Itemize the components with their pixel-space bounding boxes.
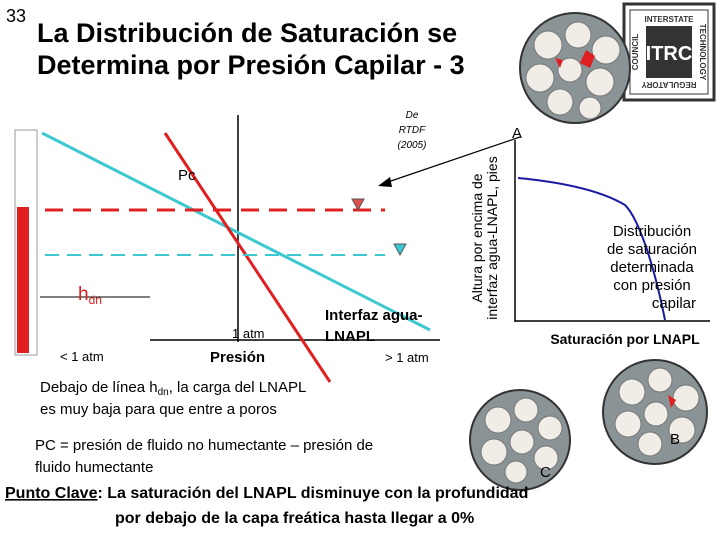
slide-number: 33 (6, 6, 26, 26)
caption: Debajo de línea hdn, la carga del LNAPL (40, 379, 306, 398)
pressure-label: < 1 atm (60, 349, 104, 364)
logo-text: ITRC (646, 43, 693, 65)
x-axis-label: Saturación por LNAPL (550, 331, 700, 347)
arrowhead (378, 177, 392, 187)
title: La Distribución de Saturación se (37, 18, 457, 48)
pore-circle-b (602, 359, 708, 465)
x-axis-label: Presión (210, 349, 265, 366)
right-chart: Altura por encima de interfaz agua-LNAPL… (469, 125, 710, 481)
y-axis-label: Altura por encima de (469, 173, 485, 302)
pore-circle-c (469, 389, 571, 491)
title: Determina por Presión Capilar - 3 (37, 50, 465, 80)
lnapl-column (17, 207, 29, 353)
key-point: por debajo de la capa freática hasta lle… (115, 510, 474, 527)
curve-label: capilar (652, 295, 696, 312)
curve-label: de saturación (607, 241, 697, 258)
curve-label: con presión (613, 277, 691, 294)
water-marker (393, 243, 407, 257)
logo-text: COUNCIL (631, 34, 640, 71)
left-diagram: De RTDF (2005) Pc hdn 1 atm < 1 atm Pres… (14, 110, 521, 418)
pressure-label: > 1 atm (385, 350, 429, 365)
logo-text: INTERSTATE (644, 15, 694, 24)
definition: PC = presión de fluido no humectante – p… (35, 437, 373, 454)
logo-text: REGULATORY (641, 80, 697, 89)
y-axis-label: interfaz agua-LNAPL, pies (484, 156, 500, 319)
curve-label: Distribución (613, 223, 691, 240)
hdn-label: hdn (78, 284, 102, 307)
caption: es muy baja para que entre a poros (40, 401, 277, 418)
pc-label: Pc (178, 167, 196, 184)
definition: fluido humectante (35, 459, 153, 476)
lnapl-pressure-line (163, 132, 332, 383)
key-point: Punto Clave: La saturación del LNAPL dis… (5, 485, 528, 502)
saturation-curve (517, 177, 666, 321)
arrow (384, 136, 521, 184)
citation: De (406, 110, 419, 121)
water-pressure-line (41, 131, 431, 332)
logo: ITRC INTERSTATE REGULATORY TECHNOLOGY CO… (622, 2, 716, 102)
interface-label: Interfaz agua- (325, 307, 423, 324)
curve-label: determinada (610, 259, 694, 276)
interface-label: LNAPL (325, 328, 375, 345)
citation: (2005) (398, 140, 427, 151)
point-label: A (512, 125, 522, 142)
logo-text: TECHNOLOGY (698, 24, 707, 81)
point-label: C (540, 464, 551, 481)
pressure-label: 1 atm (232, 326, 265, 341)
point-label: B (670, 431, 680, 448)
pore-circle-a (519, 12, 631, 124)
citation: RTDF (399, 125, 426, 136)
lnapl-marker (351, 198, 365, 212)
